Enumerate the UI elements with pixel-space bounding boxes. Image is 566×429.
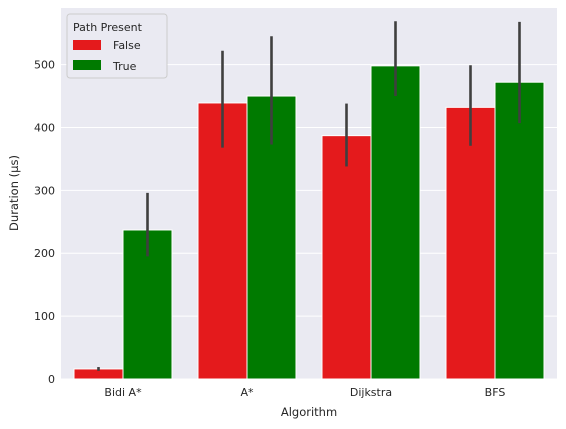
bar-false-3 <box>445 106 496 380</box>
x-tick-label: BFS <box>485 386 506 399</box>
y-tick-label: 100 <box>34 310 55 323</box>
y-tick-label: 300 <box>34 184 55 197</box>
x-tick-labels: Bidi A* A* Dijkstra BFS <box>104 386 505 399</box>
bar-false-2 <box>321 135 372 380</box>
y-tick-labels: 0 100 200 300 400 500 <box>34 59 55 386</box>
bar-true-3 <box>494 81 545 380</box>
y-tick-label: 200 <box>34 247 55 260</box>
bar-true-2 <box>370 65 421 380</box>
x-tick-label: Bidi A* <box>104 386 142 399</box>
error-bars <box>97 21 521 371</box>
legend-entry-false: False <box>113 39 141 52</box>
legend-entry-true: True <box>112 60 137 73</box>
x-tick-label: Dijkstra <box>350 386 392 399</box>
y-tick-label: 0 <box>48 373 55 386</box>
bar-false-1 <box>197 102 248 380</box>
y-tick-label: 400 <box>34 121 55 134</box>
x-axis-label: Algorithm <box>281 405 337 419</box>
bars <box>73 65 545 380</box>
legend: Path Present False True <box>66 13 168 79</box>
y-axis-label: Duration (μs) <box>7 155 21 231</box>
legend-swatch-true <box>73 60 101 70</box>
y-tick-label: 500 <box>34 59 55 72</box>
x-tick-label: A* <box>240 386 254 399</box>
legend-swatch-false <box>73 40 101 50</box>
legend-title: Path Present <box>73 21 143 34</box>
